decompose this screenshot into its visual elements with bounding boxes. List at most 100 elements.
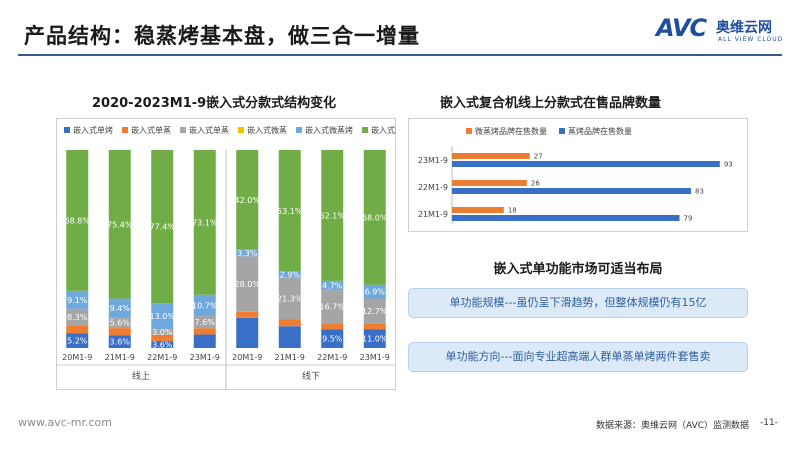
bar-segment <box>321 150 344 281</box>
category-label: 21M1-9 <box>418 210 448 219</box>
category-label: 22M1-9 <box>147 353 177 362</box>
bar-segment <box>66 308 89 326</box>
right-chart-title: 嵌入式复合机线上分款式在售品牌数量 <box>440 96 662 111</box>
data-label: 9.5% <box>322 335 343 344</box>
group-label: 线上 <box>132 370 150 382</box>
data-label: 16.7% <box>320 303 346 312</box>
data-label: 7.6% <box>195 318 216 327</box>
value-label: 26 <box>531 180 540 188</box>
bar-segment <box>66 325 89 334</box>
data-label: 9.1% <box>67 296 88 305</box>
bar-segment <box>108 328 131 336</box>
bar-segment <box>278 277 301 320</box>
data-label: 13.0% <box>150 312 176 321</box>
bar-segment <box>66 290 89 309</box>
category-label: 20M1-9 <box>232 353 262 362</box>
data-label: 11.0% <box>362 335 388 344</box>
data-label: 12.7% <box>362 307 388 316</box>
bar-segment <box>278 271 301 278</box>
legend-label: 嵌入式蒸烤 <box>371 125 396 135</box>
legend-label: 嵌入式微蒸 <box>247 125 287 135</box>
right-chart-frame <box>408 118 748 232</box>
bar <box>452 207 504 213</box>
callout-direction: 单功能方向---面向专业超高端人群单蒸单烤两件套售卖 <box>408 342 748 372</box>
group-label: 线下 <box>302 370 320 382</box>
bar-segment <box>278 319 301 327</box>
bar-segment <box>151 340 174 348</box>
bar-segment <box>66 333 89 348</box>
value-label: 18 <box>508 207 517 215</box>
data-label: 68.8% <box>65 216 91 225</box>
bar-segment <box>278 326 301 348</box>
data-label: 6.9% <box>365 288 386 297</box>
footer-url: www.avc-mr.com <box>18 416 112 429</box>
legend-swatch <box>296 127 302 133</box>
data-label: 42.0% <box>235 196 261 205</box>
bar-segment <box>108 335 131 348</box>
category-label: 21M1-9 <box>275 353 305 362</box>
bar-segment <box>363 150 386 285</box>
bar-segment <box>363 298 386 324</box>
category-label: 22M1-9 <box>418 183 448 192</box>
legend-swatch <box>559 128 565 134</box>
bar-segment <box>151 334 174 341</box>
data-label: 5.6% <box>110 319 131 328</box>
legend-swatch <box>362 127 368 133</box>
page-number: -11- <box>760 418 778 428</box>
stacked-structure-chart: 嵌入式单烤 嵌入式单蒸 嵌入式单蒸 嵌入式微蒸 嵌入式微蒸烤 嵌入式蒸烤 5.2% 8.3% 9… <box>56 118 396 390</box>
bar-segment <box>363 323 386 330</box>
data-label: 3.6% <box>152 340 173 349</box>
data-label: 77.4% <box>150 223 176 232</box>
bar-segment <box>151 150 174 304</box>
data-label: 8.3% <box>67 313 88 322</box>
bar-segment <box>193 315 216 329</box>
data-label: 3.3% <box>237 249 258 258</box>
data-label: 75.4% <box>107 220 133 229</box>
bar-segment <box>278 150 301 272</box>
section-title: 嵌入式单功能市场可适当布局 <box>493 262 663 277</box>
bar-segment <box>321 290 344 324</box>
logo-en-text: ALL VIEW CLOUD <box>718 36 784 43</box>
data-label: 10.7% <box>192 301 218 310</box>
bar-segment <box>108 298 131 318</box>
bar-segment <box>193 294 216 316</box>
bar-segment <box>363 284 386 299</box>
brand-count-chart: 微蒸烤品牌在售数量 蒸烤品牌在售数量 23M1-9 27 93 22M1-9 26 83 21M… <box>418 126 733 224</box>
bar-segment <box>236 150 259 250</box>
legend-label: 微蒸烤品牌在售数量 <box>475 126 547 136</box>
left-chart-title: 2020-2023M1-9嵌入式分款式结构变化 <box>92 96 337 111</box>
data-label: 2.9% <box>280 270 301 279</box>
legend-label: 嵌入式单蒸 <box>131 125 171 135</box>
data-label: 3.0% <box>152 328 173 337</box>
data-label: 68.0% <box>362 213 388 222</box>
bar <box>452 180 527 186</box>
legend-swatch <box>466 128 472 134</box>
data-label: 5.2% <box>67 337 88 346</box>
category-label: 21M1-9 <box>105 353 135 362</box>
value-label: 79 <box>684 215 693 223</box>
bar-segment <box>236 311 259 318</box>
bar <box>452 188 692 194</box>
bar-segment <box>193 150 216 295</box>
bar-segment <box>193 328 216 335</box>
legend-label: 嵌入式单烤 <box>73 125 113 135</box>
category-label: 20M1-9 <box>62 353 92 362</box>
category-label: 23M1-9 <box>190 353 220 362</box>
data-label: 21.3% <box>277 294 303 303</box>
data-label: 53.1% <box>277 207 303 216</box>
data-label: 4.7% <box>322 282 343 291</box>
category-label: 23M1-9 <box>418 156 448 165</box>
data-label: 28.0% <box>235 280 261 289</box>
bar-segment <box>363 329 386 348</box>
bar-segment <box>236 317 259 348</box>
legend-label: 嵌入式微蒸烤 <box>305 125 353 135</box>
logo-cn-text: 奥维云网 <box>716 20 772 36</box>
legend-swatch <box>180 127 186 133</box>
value-label: 93 <box>724 161 733 169</box>
callout-scale: 单功能规模---虽仍呈下滑趋势，但整体规模仍有15亿 <box>408 288 748 318</box>
bar-segment <box>321 323 344 330</box>
bar-segment <box>236 249 259 257</box>
bar-segment <box>108 317 131 329</box>
data-label: 62.1% <box>320 211 346 220</box>
data-label: 73.1% <box>192 218 218 227</box>
